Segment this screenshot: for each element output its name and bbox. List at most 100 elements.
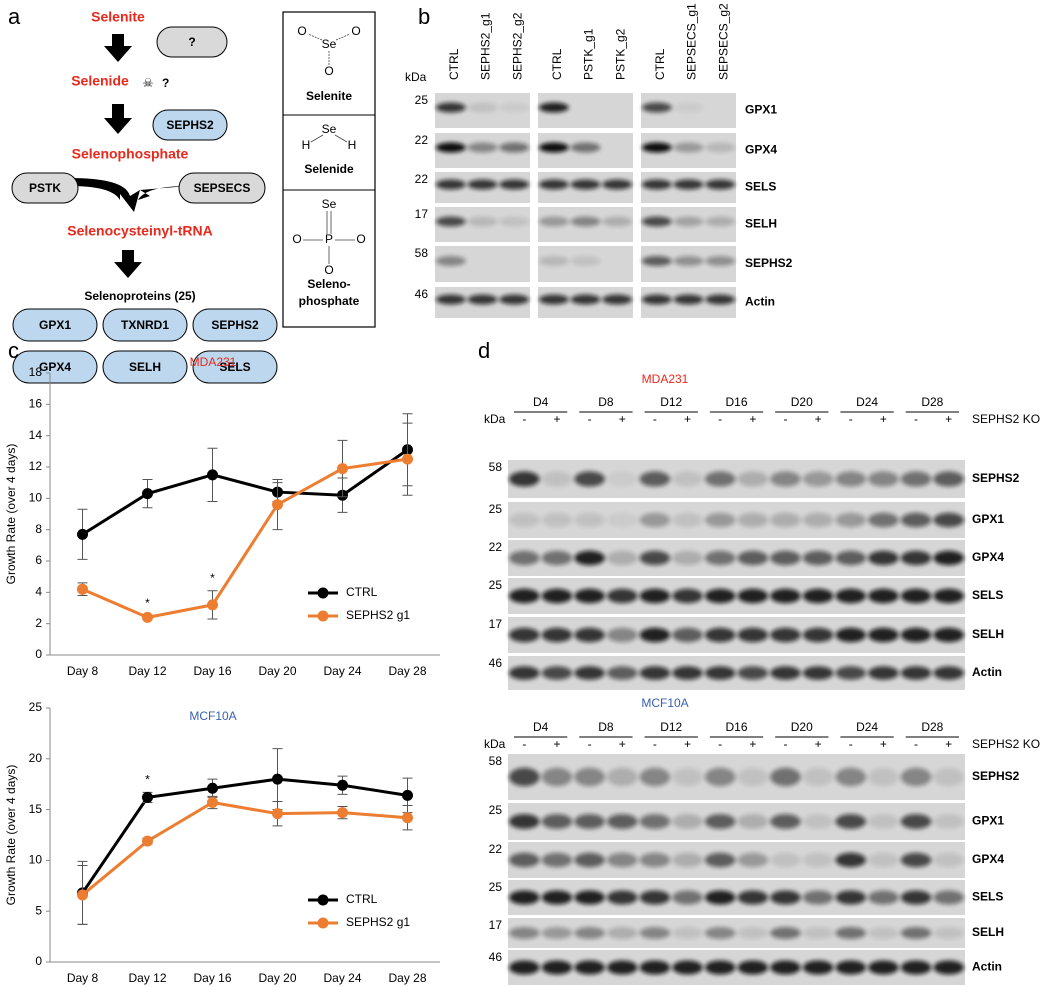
blot-band <box>499 179 530 190</box>
y-tick-label: 4 <box>35 585 42 599</box>
condition-sign: + <box>749 412 756 426</box>
cloud-label: GPX1 <box>39 318 71 332</box>
blot-band <box>673 294 704 305</box>
blot-band <box>538 256 569 266</box>
blot-band <box>770 960 801 975</box>
cloud <box>192 308 278 342</box>
legend-label: SEPHS2 g1 <box>346 915 410 929</box>
condition-sign: - <box>522 737 526 751</box>
blot-band <box>705 216 736 227</box>
protein-label: Actin <box>972 665 1002 679</box>
blot-band <box>538 142 569 153</box>
blot-band <box>508 627 540 643</box>
y-tick-label: 2 <box>35 616 42 630</box>
blot-band <box>868 927 899 939</box>
blot-band <box>868 588 899 604</box>
blot-band <box>574 471 605 487</box>
blot-band <box>868 627 899 643</box>
y-tick-label: 10 <box>29 491 43 505</box>
x-tick-label: Day 12 <box>128 664 166 678</box>
x-tick-label: Day 8 <box>67 971 99 985</box>
x-tick-label: Day 24 <box>323 664 361 678</box>
protein-label: SELH <box>972 925 1004 939</box>
cloud-label: SEPHS2 <box>166 118 214 132</box>
blot-band <box>802 814 834 829</box>
condition-sign: - <box>653 412 657 426</box>
blot-band <box>705 294 736 305</box>
condition-sign: - <box>718 737 722 751</box>
blot-band <box>900 767 932 787</box>
blot-band <box>508 767 540 787</box>
cloud-label: TXNRD1 <box>121 318 169 332</box>
cloud <box>12 308 98 342</box>
x-tick-label: Day 20 <box>258 664 296 678</box>
blot-band <box>570 294 601 305</box>
bonds <box>303 33 355 264</box>
protein-label: GPX1 <box>972 814 1004 828</box>
protein-label: SELS <box>745 180 776 194</box>
chart-title: MCF10A <box>189 709 236 723</box>
line <box>81 800 408 897</box>
atom-label: O <box>356 232 365 246</box>
line <box>81 448 409 536</box>
condition-sign: + <box>684 412 691 426</box>
kda-marker: 46 <box>489 656 503 670</box>
blot-band <box>933 512 965 528</box>
blot-band <box>538 179 569 190</box>
blot-band <box>737 550 769 566</box>
protein-label: SELH <box>972 627 1004 641</box>
point <box>207 782 218 794</box>
atom-label: Se <box>322 122 337 136</box>
pathway-step: Selenocysteinyl-tRNA <box>67 223 212 239</box>
blot-band <box>835 890 867 905</box>
blot-band <box>868 852 899 868</box>
blot-band <box>933 852 965 868</box>
blot-band <box>602 179 633 190</box>
day-label: D8 <box>598 720 614 734</box>
x-tick-label: Day 28 <box>388 971 426 985</box>
blot-band <box>508 471 540 487</box>
protein-label: GPX1 <box>745 103 777 117</box>
y-axis-label: Growth Rate (over 4 days) <box>4 444 18 585</box>
blot-band <box>705 179 736 190</box>
blot-band <box>900 588 932 604</box>
y-tick-label: 0 <box>35 647 42 661</box>
blot-band <box>933 471 965 487</box>
condition-sign: - <box>849 737 853 751</box>
legend-label: CTRL <box>346 585 378 599</box>
kda-marker: 25 <box>489 578 503 592</box>
blot-band <box>606 767 638 787</box>
x-tick-label: Day 16 <box>193 664 231 678</box>
blot-band <box>639 471 671 487</box>
blot-band <box>933 814 965 829</box>
blot-band <box>538 294 569 305</box>
blot-band <box>541 471 573 487</box>
legend-marker <box>317 610 329 622</box>
point <box>272 773 283 785</box>
condition-label: SEPHS2 KO <box>972 412 1040 426</box>
blot-band <box>639 960 671 975</box>
blot-band <box>802 767 834 787</box>
blot-band <box>672 550 703 566</box>
y-tick-label: 12 <box>29 459 43 473</box>
pathway-step: Selenide <box>71 73 129 89</box>
blot-band <box>467 294 498 305</box>
point <box>272 499 283 511</box>
blot-band <box>737 927 769 939</box>
pathway-arrows <box>70 34 188 278</box>
blot-band <box>606 852 638 868</box>
protein-label: SELH <box>745 217 777 231</box>
blot-band <box>467 179 498 190</box>
blot-band <box>606 512 638 528</box>
blot-band <box>802 960 834 975</box>
blot-band <box>499 216 530 227</box>
protein-label: GPX1 <box>972 512 1004 526</box>
blot-band <box>570 216 601 227</box>
blot-band <box>835 588 867 604</box>
blot-band <box>672 960 703 975</box>
legend-label: SEPHS2 g1 <box>346 608 410 622</box>
blot-band <box>673 142 704 153</box>
blot-band <box>606 890 638 905</box>
blot-band <box>737 767 769 787</box>
day-label: D28 <box>921 720 943 734</box>
